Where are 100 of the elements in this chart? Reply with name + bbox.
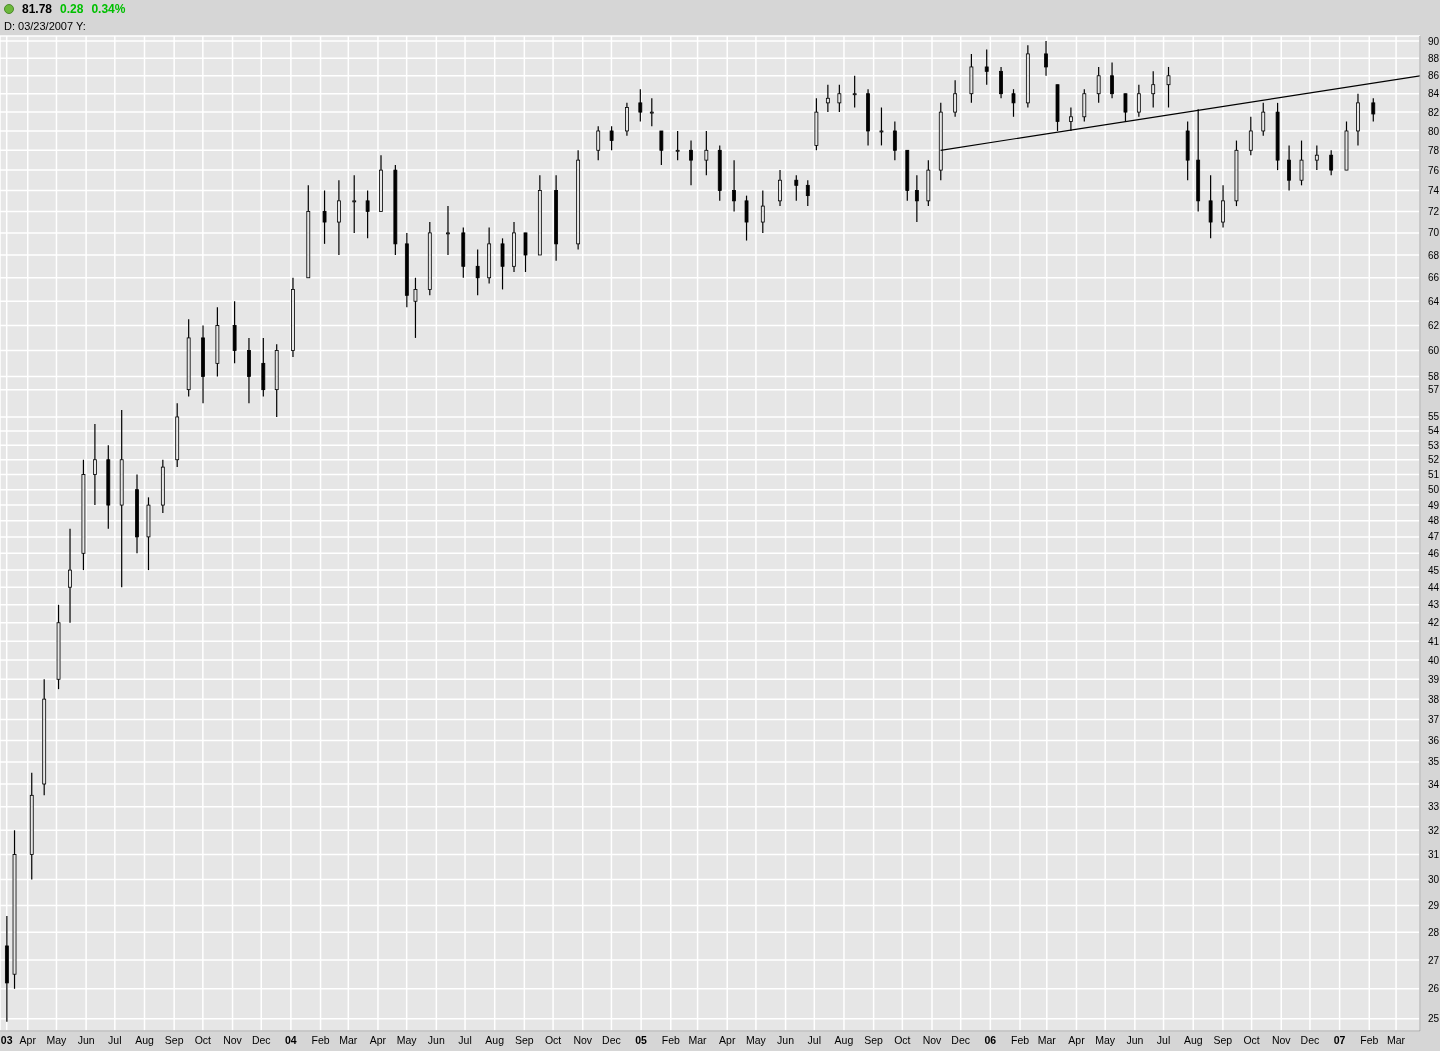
candlestick bbox=[322, 189, 327, 245]
x-tick-label: Aug bbox=[1183, 1034, 1203, 1046]
x-tick-label: Aug bbox=[485, 1034, 505, 1046]
candlestick bbox=[1123, 93, 1128, 123]
candlestick bbox=[879, 106, 884, 147]
x-tick-label: Oct bbox=[1243, 1034, 1260, 1046]
y-tick-label: 62 bbox=[1428, 320, 1440, 332]
y-tick-label: 50 bbox=[1428, 484, 1440, 496]
candlestick bbox=[1248, 116, 1253, 156]
y-tick-label: 51 bbox=[1428, 469, 1440, 481]
y-tick-label: 46 bbox=[1428, 547, 1440, 559]
y-tick-label: 27 bbox=[1428, 954, 1440, 966]
y-tick-label: 86 bbox=[1428, 70, 1440, 82]
y-tick-label: 29 bbox=[1428, 899, 1440, 911]
x-tick-label: Mar bbox=[688, 1034, 708, 1046]
x-tick-label: Apr bbox=[369, 1034, 387, 1046]
candlestick bbox=[413, 277, 418, 339]
candlestick bbox=[1069, 106, 1073, 132]
candlestick bbox=[523, 232, 528, 273]
x-tick-label: Oct bbox=[194, 1034, 212, 1046]
text: 0.28 bbox=[60, 2, 84, 16]
y-tick-label: 70 bbox=[1428, 227, 1440, 239]
y-tick-label: 43 bbox=[1428, 599, 1440, 611]
x-tick-label: May bbox=[746, 1034, 767, 1046]
candlestick bbox=[337, 179, 341, 256]
x-tick-label: Aug bbox=[834, 1034, 854, 1046]
y-tick-label: 28 bbox=[1428, 926, 1440, 938]
candlestick bbox=[837, 84, 842, 113]
candlestick bbox=[1287, 144, 1291, 192]
x-tick-label: Feb bbox=[311, 1034, 330, 1046]
y-tick-label: 76 bbox=[1428, 164, 1440, 176]
candlestick bbox=[999, 66, 1003, 99]
candlestick bbox=[778, 169, 782, 207]
y-tick-label: 47 bbox=[1428, 531, 1440, 543]
x-tick-label: Aug bbox=[135, 1034, 154, 1046]
x-tick-label: Jul bbox=[108, 1034, 122, 1046]
candlestick bbox=[892, 120, 897, 161]
y-tick-label: 34 bbox=[1428, 778, 1440, 790]
x-tick-label: Nov bbox=[1271, 1034, 1292, 1046]
y-tick-label: 26 bbox=[1428, 983, 1440, 995]
y-tick-label: 39 bbox=[1428, 673, 1440, 685]
y-tick-label: 38 bbox=[1428, 693, 1440, 705]
y-tick-label: 30 bbox=[1428, 874, 1440, 886]
y-tick-label: 33 bbox=[1428, 801, 1440, 813]
y-tick-label: 84 bbox=[1428, 88, 1440, 100]
x-tick-label: Dec bbox=[1300, 1034, 1320, 1046]
x-tick-label: Apr bbox=[19, 1034, 37, 1046]
x-tick-label: Mar bbox=[339, 1034, 358, 1046]
candlestick bbox=[93, 423, 97, 506]
candlestick bbox=[365, 189, 370, 239]
candlestick bbox=[638, 88, 643, 123]
x-tick-label: Nov bbox=[573, 1034, 593, 1046]
candlestick bbox=[732, 159, 736, 212]
x-tick-label: Jun bbox=[77, 1034, 95, 1046]
candlestick bbox=[744, 195, 749, 242]
x-tick-label: Apr bbox=[1068, 1034, 1086, 1046]
x-tick-label: 05 bbox=[635, 1034, 648, 1046]
y-tick-label: 35 bbox=[1428, 756, 1440, 768]
candlestick bbox=[1096, 66, 1101, 104]
candlestick bbox=[1044, 40, 1048, 77]
candlestick bbox=[1110, 61, 1114, 99]
candlestick bbox=[1151, 70, 1156, 109]
candlestick bbox=[805, 179, 810, 207]
y-tick-label: 41 bbox=[1428, 635, 1440, 647]
candlestick bbox=[689, 139, 693, 186]
y-tick-label: 82 bbox=[1428, 106, 1440, 118]
candlestick bbox=[1208, 174, 1213, 239]
y-tick-label: 58 bbox=[1428, 370, 1440, 382]
y-tick-label: 25 bbox=[1428, 1013, 1440, 1025]
x-tick-label: Feb bbox=[661, 1034, 680, 1046]
candlestick bbox=[794, 174, 799, 202]
candlestick bbox=[68, 528, 72, 624]
x-tick-label: Mar bbox=[1037, 1034, 1057, 1046]
x-tick-label: Jun bbox=[777, 1034, 795, 1046]
y-tick-label: 80 bbox=[1428, 125, 1440, 137]
y-tick-label: 37 bbox=[1428, 714, 1440, 726]
x-tick-label: 03 bbox=[0, 1034, 13, 1046]
y-tick-label: 49 bbox=[1428, 499, 1440, 511]
x-tick-label: Sep bbox=[864, 1034, 884, 1046]
candlestick bbox=[984, 49, 989, 86]
candlestick bbox=[1221, 184, 1225, 229]
y-tick-label: 32 bbox=[1428, 824, 1440, 836]
candlestick bbox=[609, 125, 614, 151]
candlestick bbox=[659, 130, 664, 166]
x-tick-label: Dec bbox=[251, 1034, 271, 1046]
x-tick-label: Sep bbox=[515, 1034, 534, 1046]
candlestick bbox=[1082, 88, 1087, 123]
candlestick bbox=[704, 130, 709, 176]
x-tick-label: Apr bbox=[719, 1034, 736, 1046]
x-tick-label: Dec bbox=[951, 1034, 971, 1046]
candlestick bbox=[500, 237, 505, 291]
x-tick-label: Jun bbox=[427, 1034, 445, 1046]
y-tick-label: 36 bbox=[1428, 734, 1440, 746]
y-tick-label: 44 bbox=[1428, 581, 1440, 593]
y-tick-label: 57 bbox=[1428, 384, 1440, 396]
candlestick bbox=[1166, 66, 1171, 109]
candlestick bbox=[1136, 84, 1141, 118]
y-tick-label: 31 bbox=[1428, 849, 1440, 861]
x-tick-label: Feb bbox=[1360, 1034, 1379, 1046]
y-tick-label: 72 bbox=[1428, 205, 1440, 217]
